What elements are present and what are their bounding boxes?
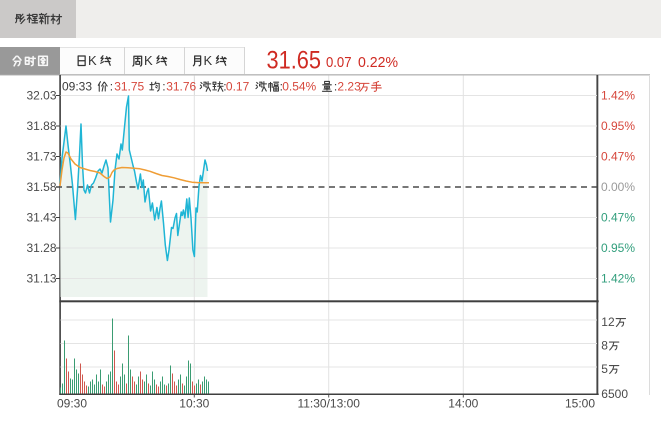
- svg-text:31.28: 31.28: [26, 241, 56, 255]
- svg-text:14:00: 14:00: [448, 397, 478, 411]
- svg-text:31.75: 31.75: [114, 80, 144, 94]
- svg-text:0.54%: 0.54%: [282, 80, 316, 94]
- svg-text:32.03: 32.03: [26, 89, 56, 103]
- svg-text:0.95%: 0.95%: [601, 241, 635, 255]
- svg-text::: :: [334, 80, 337, 94]
- svg-text:0.22%: 0.22%: [358, 54, 398, 71]
- svg-text:K: K: [204, 53, 213, 68]
- svg-text:15:00: 15:00: [565, 397, 595, 411]
- svg-text:0.17: 0.17: [226, 80, 250, 94]
- svg-text:31.13: 31.13: [26, 272, 56, 286]
- svg-text:31.73: 31.73: [26, 150, 56, 164]
- svg-text:0.95%: 0.95%: [601, 119, 635, 133]
- svg-text:11:30/13:00: 11:30/13:00: [297, 397, 360, 411]
- svg-text:2.23: 2.23: [337, 80, 361, 94]
- svg-text:31.76: 31.76: [166, 80, 196, 94]
- svg-text:0.47%: 0.47%: [601, 211, 635, 225]
- svg-text::: :: [162, 80, 165, 94]
- svg-text:10:30: 10:30: [179, 397, 209, 411]
- svg-text:1.42%: 1.42%: [601, 89, 635, 103]
- svg-text:31.65: 31.65: [267, 47, 322, 75]
- svg-text:K: K: [144, 53, 153, 68]
- svg-text:31.43: 31.43: [26, 211, 56, 225]
- svg-text::: :: [280, 80, 283, 94]
- svg-text:0.00%: 0.00%: [601, 180, 635, 194]
- svg-text:09:33: 09:33: [62, 80, 92, 94]
- svg-text:0.47%: 0.47%: [601, 150, 635, 164]
- svg-text:31.58: 31.58: [26, 180, 56, 194]
- svg-text:09:30: 09:30: [57, 397, 87, 411]
- svg-text:12: 12: [601, 315, 615, 329]
- svg-text:0.07: 0.07: [326, 54, 352, 71]
- svg-text:6500: 6500: [601, 387, 628, 401]
- svg-text::: :: [110, 80, 113, 94]
- svg-text::: :: [223, 80, 226, 94]
- svg-text:5: 5: [601, 362, 608, 376]
- svg-text:31.88: 31.88: [26, 119, 56, 133]
- svg-text:1.42%: 1.42%: [601, 272, 635, 286]
- svg-text:K: K: [88, 53, 97, 68]
- svg-text:8: 8: [601, 339, 608, 353]
